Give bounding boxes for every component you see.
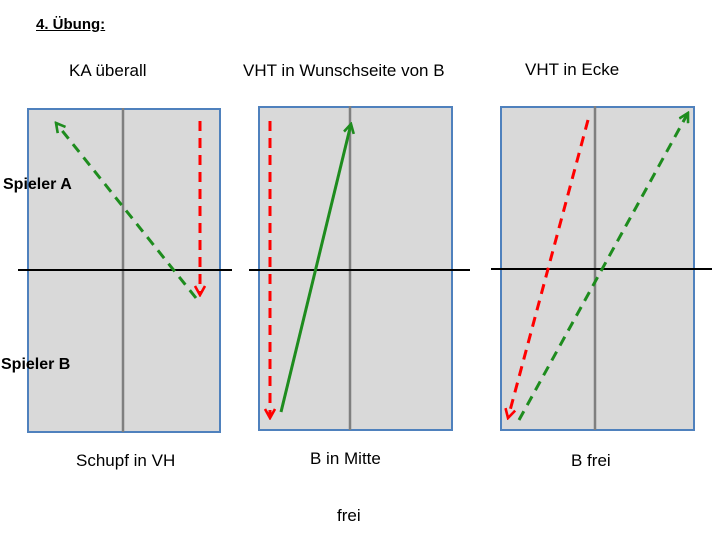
table-1 — [18, 108, 232, 433]
player-b-label: Spieler B — [1, 356, 71, 373]
diagram-2-title: VHT in Wunschseite von B — [243, 61, 445, 80]
diagram-3-title: VHT in Ecke — [525, 60, 620, 79]
table-1-green-dashed-arrow — [56, 123, 198, 299]
table-2-green-solid-arrow — [279, 124, 351, 413]
diagram-2-caption: B in Mitte — [310, 449, 381, 468]
footer-text: frei — [337, 506, 361, 525]
table-3-red-dashed-arrow — [508, 119, 590, 418]
diagram-1-caption: Schupf in VH — [76, 451, 176, 470]
player-a-label: Spieler A — [3, 176, 72, 193]
exercise-heading: 4. Übung: — [36, 16, 106, 33]
diagram-3-caption: B frei — [571, 451, 611, 470]
table-3-green-dashed-arrow — [517, 113, 688, 421]
table-2 — [249, 106, 470, 431]
table-3 — [491, 106, 712, 431]
diagram-1-title: KA überall — [69, 61, 147, 80]
